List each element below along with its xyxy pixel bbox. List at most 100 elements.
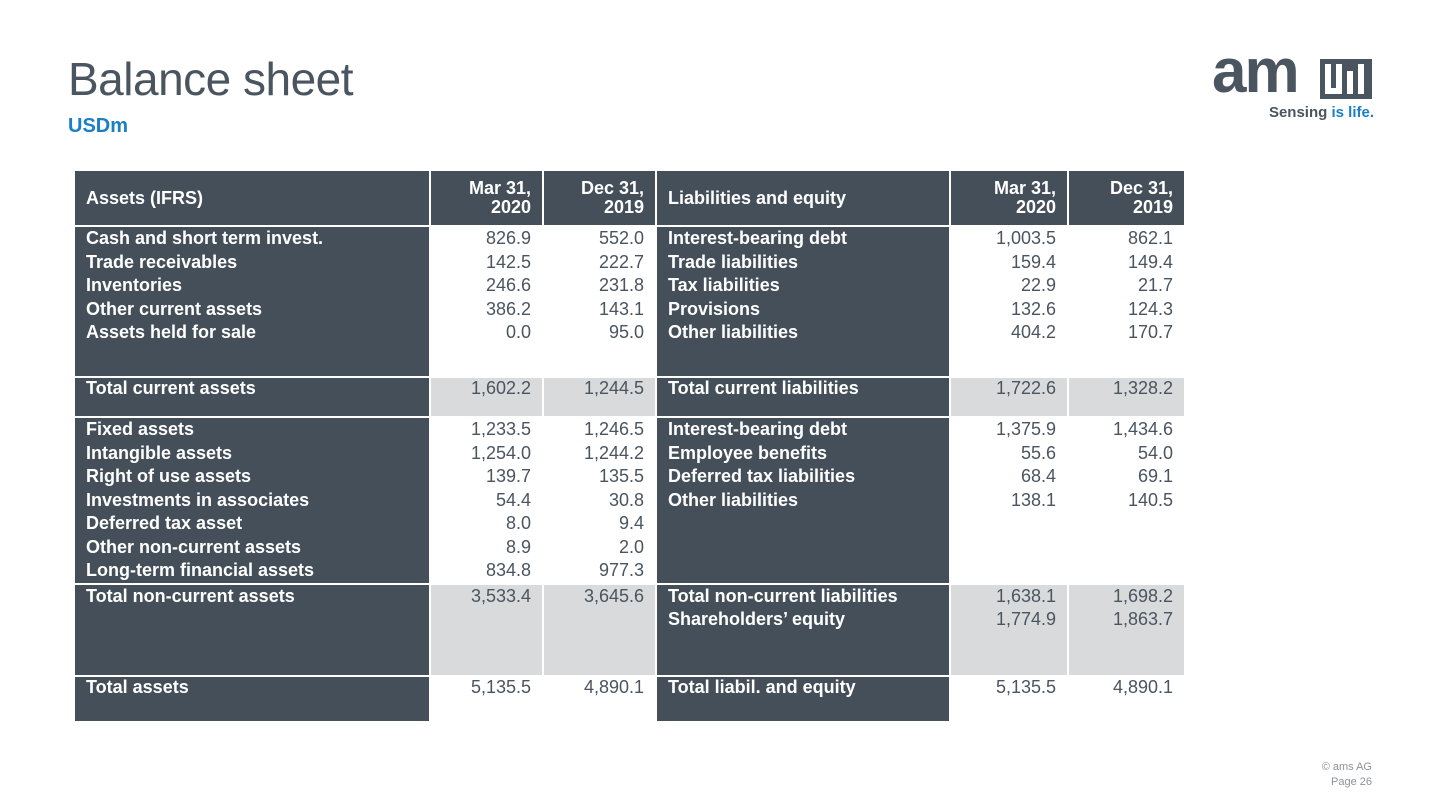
- total-noncurrent-liab-mar2020-item: 1,638.1: [995, 585, 1056, 606]
- assets-header: Assets (IFRS): [75, 171, 429, 225]
- total-noncurrent-assets-dec2019: 3,645.6: [544, 584, 655, 675]
- current-liabilities-dec2019-item: 21.7: [1137, 275, 1173, 295]
- noncurrent-liabilities-mar2020-item: 68.4: [1020, 466, 1056, 486]
- current-assets-dec2019-item: 95.0: [608, 322, 644, 342]
- current-assets-labels-item: Other current assets: [86, 298, 263, 319]
- col-mar2020-header-liab: Mar 31, 2020: [951, 171, 1067, 225]
- current-assets-dec2019-item: 143.1: [598, 298, 644, 319]
- total-liab-equity-label: Total liabil. and equity: [657, 676, 949, 721]
- logo-tagline-b: is life.: [1331, 104, 1374, 121]
- noncurrent-liabilities-dec2019-item: 1,434.6: [1112, 419, 1173, 439]
- noncurrent-assets-mar2020-item: 8.9: [505, 536, 531, 557]
- current-liabilities-labels: Interest-bearing debt Trade liabilities Ta…: [657, 227, 949, 376]
- col-header-line1: Mar 31,: [468, 178, 531, 198]
- current-liabilities-dec2019-item: 149.4: [1127, 251, 1173, 272]
- total-noncurrent-assets-mar2020: 3,533.4: [431, 584, 542, 675]
- noncurrent-assets-dec2019-item: 1,246.5: [583, 419, 644, 439]
- col-header-line1: Dec 31,: [580, 178, 644, 198]
- noncurrent-assets-mar2020-item: 8.0: [505, 513, 531, 533]
- noncurrent-assets-labels: Fixed assets Intangible assets Right of us…: [75, 418, 429, 583]
- header-row: Assets (IFRS) Mar 31, 2020 Dec 31, 2019 Li…: [75, 171, 1184, 225]
- current-assets-labels: Cash and short term invest. Trade receiva…: [75, 227, 429, 376]
- noncurrent-liabilities-labels-item: Other liabilities: [668, 489, 799, 510]
- total-noncurrent-liab-dec2019: 1,698.2 1,863.7: [1069, 584, 1184, 675]
- logo-tagline-a: Sensing: [1268, 104, 1332, 121]
- current-section-row: Cash and short term invest. Trade receiva…: [75, 227, 1184, 376]
- copyright-text: © ams AG: [1321, 761, 1372, 773]
- noncurrent-assets-labels-item: Investments in associates: [86, 489, 310, 510]
- total-noncurrent-liab-mar2020: 1,638.1 1,774.9: [951, 584, 1067, 675]
- noncurrent-section-row: Fixed assets Intangible assets Right of us…: [75, 418, 1184, 583]
- total-noncurrent-liab-mar2020-item: 1,774.9: [995, 609, 1056, 629]
- current-liabilities-labels-item: Provisions: [668, 298, 761, 319]
- current-assets-mar2020-item: 0.0: [505, 322, 531, 342]
- current-assets-labels-item: Assets held for sale: [86, 322, 257, 342]
- noncurrent-liabilities-mar2020: 1,375.9 55.6 68.4 138.1: [951, 418, 1067, 583]
- total-assets-dec2019: 4,890.1: [544, 676, 655, 721]
- noncurrent-liabilities-dec2019-item: 140.5: [1127, 489, 1173, 510]
- noncurrent-assets-mar2020-item: 1,254.0: [470, 442, 531, 463]
- noncurrent-assets-mar2020-item: 139.7: [485, 466, 531, 486]
- total-assets-mar2020: 5,135.5: [431, 676, 542, 721]
- current-liabilities-dec2019-item: 862.1: [1127, 228, 1173, 248]
- noncurrent-assets-dec2019-item: 135.5: [598, 466, 644, 486]
- current-liabilities-labels-item: Trade liabilities: [668, 251, 799, 272]
- current-assets-labels-item: Trade receivables: [86, 251, 238, 272]
- total-noncurrent-liab-labels-item: Total non-current liabilities: [668, 585, 898, 606]
- current-assets-mar2020: 826.9 142.5 246.6 386.2 0.0: [431, 227, 542, 376]
- current-assets-dec2019-item: 222.7: [598, 251, 644, 272]
- current-liabilities-mar2020: 1,003.5 159.4 22.9 132.6 404.2: [951, 227, 1067, 376]
- noncurrent-liabilities-labels: Interest-bearing debt Employee benefits De…: [657, 418, 949, 583]
- total-noncurrent-liab-dec2019-item: 1,863.7: [1112, 609, 1173, 629]
- noncurrent-assets-dec2019-item: 30.8: [608, 489, 644, 510]
- liabilities-header: Liabilities and equity: [657, 171, 949, 225]
- current-liabilities-dec2019: 862.1 149.4 21.7 124.3 170.7: [1069, 227, 1184, 376]
- current-liabilities-mar2020-item: 404.2: [1010, 322, 1056, 342]
- noncurrent-liabilities-labels-item: Deferred tax liabilities: [668, 466, 856, 486]
- current-liabilities-dec2019-item: 124.3: [1127, 298, 1173, 319]
- current-liabilities-mar2020-item: 22.9: [1020, 275, 1056, 295]
- current-assets-mar2020-item: 142.5: [485, 251, 531, 272]
- noncurrent-assets-dec2019: 1,246.5 1,244.2 135.5 30.8 9.4 2.0 977.3: [544, 418, 655, 583]
- total-liab-equity-dec2019: 4,890.1: [1069, 676, 1184, 721]
- noncurrent-assets-mar2020: 1,233.5 1,254.0 139.7 54.4 8.0 8.9 834.8: [431, 418, 542, 583]
- noncurrent-liabilities-mar2020-item: 138.1: [1010, 489, 1056, 510]
- col-header-line2: 2020: [1015, 197, 1056, 217]
- noncurrent-liabilities-dec2019-item: 69.1: [1137, 466, 1173, 486]
- total-current-liab-label: Total current liabilities: [657, 378, 949, 416]
- noncurrent-liabilities-mar2020-item: 1,375.9: [995, 419, 1056, 439]
- total-noncurrent-assets-label: Total non-current assets: [75, 584, 429, 675]
- col-dec2019-header-liab: Dec 31, 2019: [1069, 171, 1184, 225]
- current-liabilities-labels-item: Interest-bearing debt: [668, 228, 848, 248]
- balance-sheet-table: Assets (IFRS) Mar 31, 2020 Dec 31, 2019 Li…: [73, 169, 1186, 723]
- noncurrent-assets-labels-item: Deferred tax asset: [86, 513, 243, 533]
- noncurrent-assets-labels-item: Other non-current assets: [86, 536, 302, 557]
- noncurrent-assets-dec2019-item: 2.0: [618, 536, 644, 557]
- noncurrent-assets-mar2020-item: 1,233.5: [470, 419, 531, 439]
- total-current-assets-label: Total current assets: [75, 378, 429, 416]
- noncurrent-assets-labels-item: Long-term financial assets: [86, 560, 315, 580]
- noncurrent-assets-dec2019-item: 1,244.2: [583, 442, 644, 463]
- current-assets-labels-item: Inventories: [86, 275, 183, 295]
- total-current-liab-dec2019: 1,328.2: [1069, 378, 1184, 416]
- current-assets-dec2019-item: 231.8: [598, 275, 644, 295]
- page-number: Page 26: [1331, 776, 1372, 788]
- page-subtitle: USDm: [68, 115, 129, 137]
- current-liabilities-mar2020-item: 1,003.5: [995, 228, 1056, 248]
- noncurrent-liabilities-mar2020-item: 55.6: [1020, 442, 1056, 463]
- footer: © ams AG Page 26: [1322, 760, 1372, 790]
- noncurrent-liabilities-dec2019: 1,434.6 54.0 69.1 140.5: [1069, 418, 1184, 583]
- company-logo: am Sensing is life.: [1212, 41, 1374, 125]
- noncurrent-assets-dec2019-item: 977.3: [598, 560, 644, 580]
- noncurrent-liabilities-labels-item: Employee benefits: [668, 442, 828, 463]
- current-liabilities-labels-item: Tax liabilities: [668, 275, 780, 295]
- col-header-line2: 2019: [603, 197, 644, 217]
- noncurrent-liabilities-dec2019-item: 54.0: [1137, 442, 1173, 463]
- col-header-line1: Mar 31,: [993, 178, 1056, 198]
- logo-mark-icon: [1320, 59, 1372, 99]
- noncurrent-assets-mar2020-item: 834.8: [485, 560, 531, 580]
- current-assets-mar2020-item: 246.6: [485, 275, 531, 295]
- current-assets-mar2020-item: 826.9: [485, 228, 531, 248]
- current-liabilities-mar2020-item: 132.6: [1010, 298, 1056, 319]
- current-liabilities-dec2019-item: 170.7: [1127, 322, 1173, 342]
